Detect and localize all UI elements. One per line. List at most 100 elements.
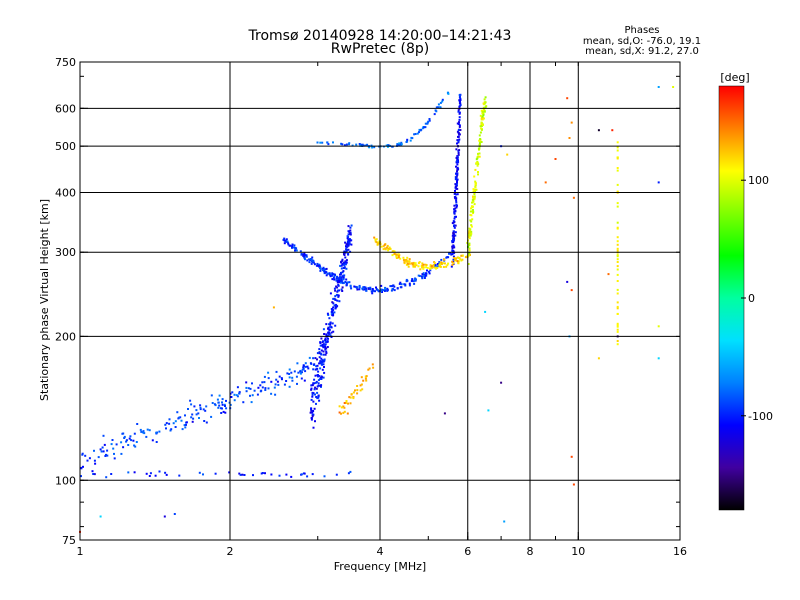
data-point — [422, 274, 425, 277]
data-point — [301, 368, 304, 371]
data-point — [429, 265, 432, 268]
data-point — [616, 243, 619, 246]
data-point — [452, 232, 455, 235]
data-point — [347, 230, 350, 233]
data-point — [110, 443, 113, 446]
data-point — [241, 473, 244, 476]
data-point — [324, 345, 327, 348]
data-point — [319, 269, 322, 272]
data-point — [338, 289, 341, 292]
data-point — [352, 391, 355, 394]
data-point — [300, 377, 303, 380]
data-point — [454, 259, 457, 261]
data-point — [343, 410, 346, 413]
data-point — [480, 117, 483, 120]
data-point — [316, 391, 319, 394]
data-point — [454, 189, 456, 192]
data-point — [155, 441, 158, 443]
data-point — [436, 266, 439, 269]
data-point — [344, 262, 347, 265]
data-point — [328, 328, 331, 331]
data-point — [93, 449, 95, 452]
data-point — [343, 402, 346, 404]
data-point — [319, 342, 322, 344]
data-point — [335, 473, 338, 476]
data-point — [376, 289, 379, 292]
data-point — [421, 266, 424, 269]
data-point — [320, 353, 323, 356]
data-point — [323, 270, 326, 273]
x-tick-label: 8 — [527, 545, 534, 558]
data-point — [316, 364, 319, 367]
data-point — [337, 284, 340, 287]
data-point — [185, 421, 188, 424]
data-point — [430, 265, 433, 268]
data-point — [291, 379, 294, 382]
data-point — [429, 267, 431, 270]
data-point — [322, 340, 324, 343]
data-point — [456, 173, 459, 176]
data-point — [184, 414, 186, 417]
data-point — [333, 273, 336, 276]
data-point — [329, 292, 332, 295]
data-point — [319, 344, 322, 347]
data-point — [468, 247, 471, 250]
data-point — [475, 162, 478, 165]
data-point — [413, 133, 416, 136]
data-point — [451, 263, 454, 266]
data-point — [310, 388, 313, 391]
data-point — [133, 471, 136, 474]
data-point — [272, 306, 275, 309]
data-point — [443, 262, 446, 265]
data-point — [456, 122, 459, 125]
data-point — [347, 472, 350, 475]
data-point — [385, 144, 388, 147]
data-point — [249, 387, 252, 390]
data-point — [322, 353, 325, 356]
data-point — [451, 240, 454, 242]
data-point — [146, 428, 149, 431]
data-point — [396, 287, 399, 290]
data-point — [477, 163, 480, 165]
data-point — [217, 401, 220, 404]
data-point — [104, 455, 107, 457]
data-point — [318, 351, 321, 354]
data-point — [425, 264, 428, 266]
data-point — [283, 239, 286, 242]
data-point — [421, 273, 424, 276]
data-point — [455, 165, 457, 168]
data-point — [456, 139, 459, 142]
data-point — [84, 454, 87, 457]
data-point — [459, 98, 462, 101]
data-point — [403, 259, 406, 262]
data-point — [332, 312, 334, 315]
data-point — [304, 258, 306, 261]
data-point — [393, 250, 396, 253]
data-point — [332, 306, 335, 309]
data-point — [458, 112, 461, 115]
data-point — [340, 271, 342, 274]
data-point — [440, 258, 443, 261]
data-point — [380, 245, 383, 248]
x-tick-label: 6 — [464, 545, 471, 558]
data-point — [290, 371, 293, 374]
data-point — [359, 389, 362, 392]
data-point — [334, 298, 337, 301]
data-point — [193, 405, 196, 408]
data-point — [274, 383, 277, 386]
data-point — [341, 271, 344, 274]
data-point — [326, 272, 329, 275]
data-point — [453, 211, 456, 214]
data-point — [325, 323, 328, 326]
data-point — [384, 248, 387, 251]
data-point — [303, 257, 306, 260]
data-point — [331, 322, 334, 325]
data-point — [467, 254, 470, 257]
data-point — [325, 274, 328, 277]
data-point — [339, 276, 341, 279]
data-point — [452, 236, 455, 239]
data-point — [454, 176, 457, 179]
data-point — [398, 143, 401, 146]
data-point — [233, 393, 236, 396]
data-point — [257, 386, 260, 389]
